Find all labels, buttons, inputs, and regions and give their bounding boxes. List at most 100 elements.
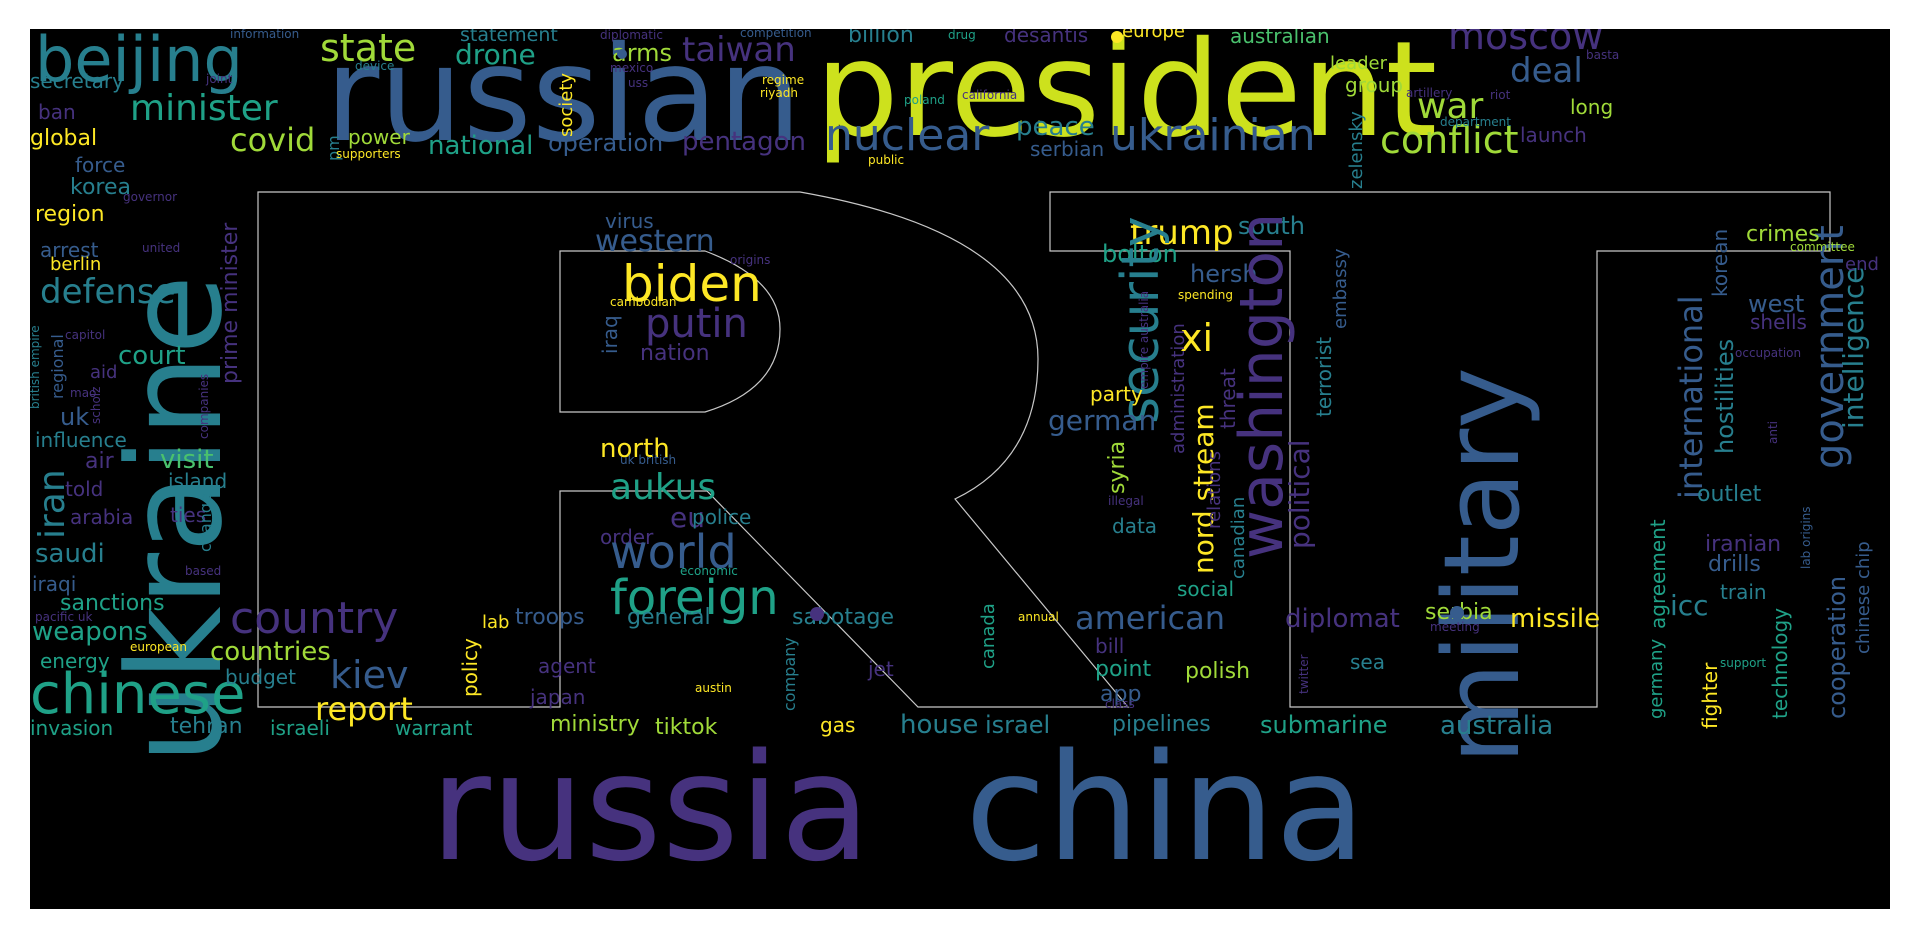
word-iraqi: iraqi [32,572,77,596]
word-meeting: meeting [1430,620,1480,634]
word-taiwan: taiwan [682,30,796,70]
word-polish: polish [1185,659,1251,684]
word-department: department [1440,115,1511,129]
word-information: information [230,29,300,41]
word-russia: russia [430,722,871,894]
word-social: social [1177,577,1235,601]
r-letter-bowl-hole [559,250,781,413]
word-anti: anti [1766,421,1780,444]
word-sea: sea [1350,650,1385,674]
word-germany: germany [1646,638,1667,719]
word-technology: technology [1768,607,1792,719]
word-shells: shells [1750,310,1807,334]
word-occupation: occupation [1735,346,1802,360]
word-foreign: foreign [610,570,779,626]
word-support: support [1720,656,1767,670]
word-agent: agent [538,654,596,678]
rt-logo-outline [257,191,1831,708]
word-budget: budget [225,665,296,689]
word-desantis: desantis [1004,29,1089,47]
word-defense: defense [40,272,176,312]
word-canada: canada [978,603,999,669]
word-crimes: crimes [1746,222,1820,247]
word-nation: nation [640,341,710,366]
word-region: region [35,202,105,227]
word-moscow: moscow [1448,29,1604,58]
word-regime: regime [762,73,805,87]
word-global: global [30,126,98,151]
word-prime-minister: prime minister [218,222,243,384]
word-south: south [1238,212,1306,240]
word-cambodian: cambodian [610,295,677,309]
word-terrorist: terrorist [1312,336,1336,417]
t-letter-outline [1049,191,1831,708]
dot-mark [617,49,627,59]
word-court: court [118,341,186,371]
word-drug: drug [948,29,976,42]
word-california: california [962,88,1018,102]
word-hostilities: hostilities [1711,338,1739,454]
word-sabotage: sabotage [792,605,894,630]
dot-mark [810,607,824,621]
word-ties: ties [170,503,207,527]
word-minister: minister [130,88,278,129]
word-warrant: warrant [395,716,473,740]
word-trump: trump [1130,213,1234,253]
word-influence: influence [35,428,127,452]
word-lab: lab [482,612,510,633]
word-based: based [185,564,222,578]
word-drills: drills [1708,552,1761,577]
word-bolton: bolton [1102,240,1178,268]
word-statement: statement [460,29,558,46]
word-conflict: conflict [1380,118,1519,162]
word-riot: riot [1490,88,1511,102]
word-north: north [600,434,670,464]
dot-mark [1111,31,1123,43]
word-beijing: beijing [35,29,243,96]
word-ukrainian: ukrainian [1110,110,1316,161]
word-west: west [1748,290,1805,318]
word-launch: launch [1520,123,1587,147]
word-end: end [1845,254,1879,275]
word-missile: missile [1510,604,1601,634]
word-australian: australian [1230,29,1330,48]
word-device: device [355,59,395,73]
word-virus: virus [605,209,654,233]
word-russian: russian [325,29,802,172]
word-group: group [1345,73,1404,97]
word-covid: covid [230,121,316,159]
word-ban: ban [38,100,76,124]
word-party: party [1090,382,1143,406]
word-korea: korea [70,175,131,200]
word-billion: billion [848,29,914,48]
word-peace: peace [1016,112,1095,142]
word-secretary: secretary [30,69,124,93]
word-united: united [142,241,181,255]
word-zelensky: zelensky [1346,111,1367,189]
word-berlin: berlin [50,254,102,275]
word-agreement: agreement [1646,519,1670,629]
word-military: military [1421,367,1543,764]
word-report: report [315,690,413,728]
dot-mark [1450,606,1464,620]
word-jet: jet [868,657,894,681]
word-general: general [627,605,711,630]
word-intelligence: intelligence [1837,266,1870,429]
word-outlet: outlet [1697,482,1762,507]
word-arabia: arabia [70,505,134,529]
word-lab-origins: lab origins [1799,506,1813,569]
word-ministry: ministry [550,712,640,737]
word-empire-australia: empire australia [1137,290,1151,389]
word-riyadh: riyadh [760,86,798,100]
word-nuclear: nuclear [825,110,990,161]
word-troops: troops [515,605,585,630]
word-company: company [780,637,799,711]
word-artillery: artillery [1406,86,1453,100]
word-threat: threat [1216,368,1240,429]
word-syria: syria [1105,440,1130,494]
word-diplomat: diplomat [1285,604,1400,634]
word-twitter: twitter [1297,654,1311,694]
word-app: app [1100,682,1142,707]
word-uk-british: uk british [620,453,677,467]
word-biden: biden [622,255,762,313]
